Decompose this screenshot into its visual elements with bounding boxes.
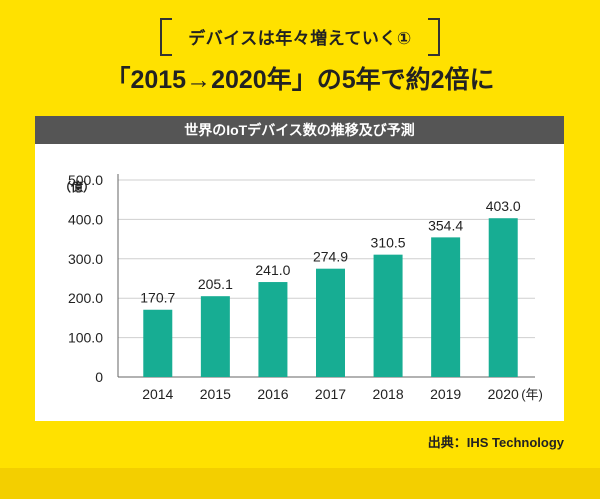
bottom-band xyxy=(0,468,600,499)
bar xyxy=(258,282,288,377)
data-label: 403.0 xyxy=(486,198,521,214)
y-tick-label: 500.0 xyxy=(68,172,103,188)
x-tick-label: 2018 xyxy=(372,386,403,402)
y-tick-label: 0 xyxy=(95,369,103,385)
data-label: 170.7 xyxy=(140,290,175,306)
y-axis-unit: （億） xyxy=(59,179,95,194)
x-tick-label: 2020 xyxy=(488,386,519,402)
x-tick-label: 2017 xyxy=(315,386,346,402)
right-bracket xyxy=(428,18,440,56)
data-label: 274.9 xyxy=(313,249,348,265)
bar xyxy=(488,218,518,377)
y-tick-label: 400.0 xyxy=(68,211,103,227)
source-note: 出典：IHS Technology xyxy=(427,435,564,450)
bar xyxy=(373,254,403,377)
bar xyxy=(143,309,173,377)
x-axis-unit: (年) xyxy=(521,387,543,402)
x-tick-label: 2015 xyxy=(200,386,231,402)
x-tick-label: 2019 xyxy=(430,386,461,402)
chart-title: 世界のIoTデバイス数の推移及び予測 xyxy=(35,116,564,144)
section-label-text: デバイスは年々増えていく① xyxy=(188,28,412,48)
bar xyxy=(316,268,345,377)
left-bracket xyxy=(160,18,172,56)
data-label: 241.0 xyxy=(255,262,290,278)
y-tick-label: 300.0 xyxy=(68,251,103,267)
x-tick-label: 2014 xyxy=(142,386,173,402)
data-label: 354.4 xyxy=(428,217,463,233)
y-tick-label: 100.0 xyxy=(68,330,103,346)
bar xyxy=(200,296,230,377)
headline: 「2015→2020年」の5年で約2倍に xyxy=(105,66,495,94)
data-label: 205.1 xyxy=(198,276,233,292)
chart-panel: 世界のIoTデバイス数の推移及び予測 （億） 0 100.0 200.0 300.0 40… xyxy=(35,116,564,421)
data-label: 310.5 xyxy=(371,235,406,251)
bar-chart: （億） 0 100.0 200.0 300.0 400.0 500.0 170.7 2014 20… xyxy=(59,172,543,402)
y-tick-label: 200.0 xyxy=(68,290,103,306)
section-label: デバイスは年々増えていく① xyxy=(160,18,440,56)
bar xyxy=(431,237,461,377)
x-tick-label: 2016 xyxy=(257,386,288,402)
